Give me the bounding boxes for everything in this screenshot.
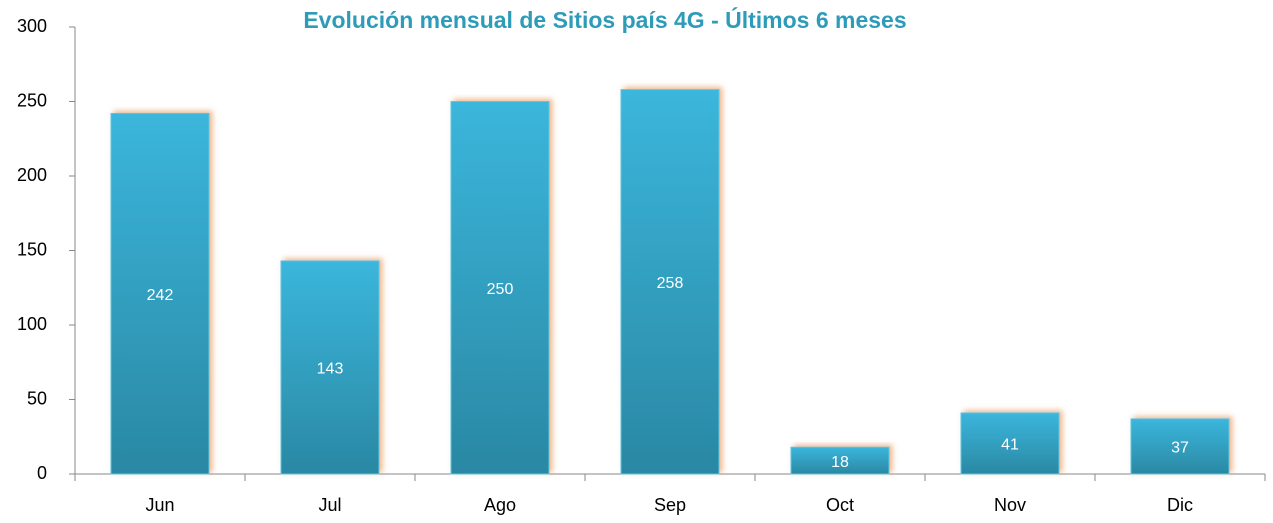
x-tick-label: Dic bbox=[1167, 495, 1193, 515]
x-tick-label: Sep bbox=[654, 495, 686, 515]
value-label: 37 bbox=[1171, 440, 1189, 457]
x-tick-label: Nov bbox=[994, 495, 1026, 515]
value-label: 18 bbox=[831, 454, 849, 471]
y-tick-label: 50 bbox=[27, 388, 47, 408]
y-tick-label: 200 bbox=[17, 165, 47, 185]
value-label: 143 bbox=[317, 361, 344, 378]
y-tick-label: 0 bbox=[37, 463, 47, 483]
bar bbox=[1130, 418, 1230, 475]
value-label: 258 bbox=[657, 275, 684, 292]
x-tick-label: Jun bbox=[145, 495, 174, 515]
x-tick-label: Jul bbox=[318, 495, 341, 515]
y-tick-label: 100 bbox=[17, 314, 47, 334]
bar bbox=[960, 412, 1060, 475]
y-tick-label: 300 bbox=[17, 16, 47, 36]
bar bbox=[280, 260, 380, 475]
bar bbox=[790, 446, 890, 475]
x-tick-label: Ago bbox=[484, 495, 516, 515]
value-label: 41 bbox=[1001, 437, 1019, 454]
y-tick-label: 150 bbox=[17, 239, 47, 259]
bar bbox=[620, 89, 720, 475]
chart-title: Evolución mensual de Sitios país 4G - Úl… bbox=[303, 6, 906, 33]
bar bbox=[450, 101, 550, 475]
value-label: 250 bbox=[487, 281, 514, 298]
y-tick-label: 250 bbox=[17, 90, 47, 110]
bar bbox=[110, 112, 210, 475]
value-label: 242 bbox=[147, 287, 174, 304]
x-tick-label: Oct bbox=[826, 495, 854, 515]
